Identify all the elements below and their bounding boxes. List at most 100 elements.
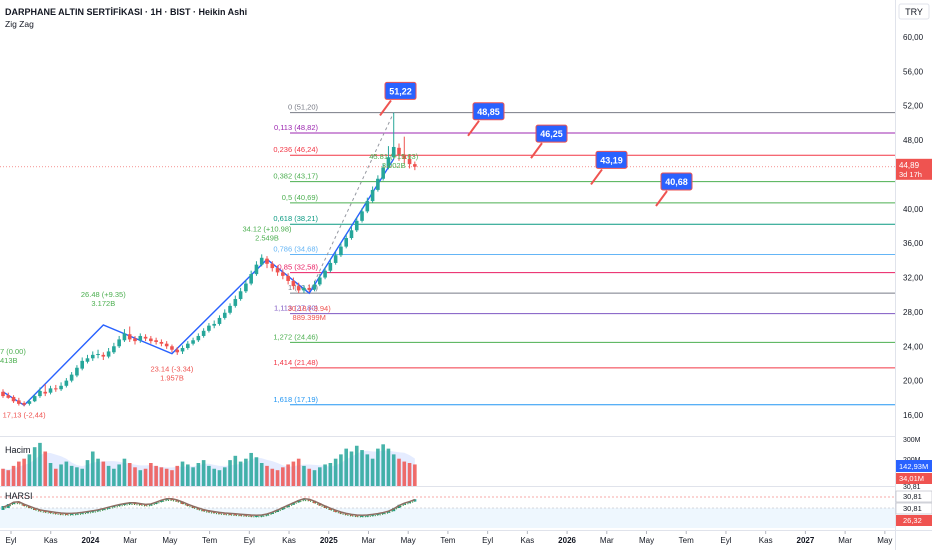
candle-body[interactable] [154, 340, 158, 342]
volume-bar[interactable] [344, 448, 348, 486]
volume-bar[interactable] [249, 452, 253, 486]
volume-bar[interactable] [302, 465, 306, 486]
volume-bar[interactable] [386, 448, 391, 486]
volume-last-badge[interactable] [896, 460, 932, 472]
volume-bar[interactable] [365, 454, 370, 486]
candle-body[interactable] [22, 402, 26, 405]
volume-bar[interactable] [370, 458, 375, 486]
volume-bar[interactable] [296, 458, 301, 486]
candle-body[interactable] [217, 317, 222, 324]
volume-bar[interactable] [402, 461, 407, 486]
candle-body[interactable] [259, 257, 264, 265]
candle-body[interactable] [312, 284, 317, 290]
volume-bar[interactable] [38, 442, 42, 486]
candle-body[interactable] [376, 178, 380, 190]
candle-body[interactable] [397, 147, 401, 155]
harsi-badge-3[interactable] [896, 515, 932, 526]
candle-body[interactable] [281, 272, 285, 276]
candle-body[interactable] [196, 335, 201, 341]
harsi-badge-2[interactable] [895, 502, 932, 515]
volume-bar[interactable] [259, 463, 264, 486]
candle-body[interactable] [69, 374, 74, 381]
volume-bar[interactable] [80, 468, 84, 486]
volume-bar[interactable] [376, 448, 380, 486]
volume-bar[interactable] [228, 460, 232, 486]
volume-bar[interactable] [238, 461, 243, 486]
candle-body[interactable] [222, 312, 227, 318]
volume-bar[interactable] [291, 461, 296, 486]
candle-body[interactable] [64, 380, 69, 386]
volume-bar[interactable] [397, 458, 401, 486]
candle-body[interactable] [270, 263, 275, 269]
candle-body[interactable] [386, 157, 391, 168]
volume-bar[interactable] [159, 467, 164, 486]
volume-secondary-badge[interactable] [896, 473, 932, 484]
volume-bar[interactable] [307, 468, 312, 486]
candle-body[interactable] [228, 305, 232, 313]
volume-bar[interactable] [90, 451, 95, 487]
candle-body[interactable] [133, 338, 137, 342]
candle-body[interactable] [413, 164, 417, 167]
candle-body[interactable] [106, 351, 111, 357]
candle-body[interactable] [90, 354, 95, 359]
candle-body[interactable] [344, 238, 348, 247]
volume-bar[interactable] [186, 464, 190, 486]
callout-box[interactable] [660, 172, 693, 191]
volume-bar[interactable] [175, 465, 180, 486]
volume-bar[interactable] [96, 458, 100, 486]
volume-pane[interactable] [1, 442, 417, 487]
candle-body[interactable] [54, 388, 58, 390]
candle-body[interactable] [339, 246, 343, 256]
currency-box[interactable] [898, 3, 930, 20]
candle-body[interactable] [244, 283, 248, 292]
candle-body[interactable] [122, 333, 127, 341]
candle-body[interactable] [296, 286, 301, 291]
callout-box[interactable] [595, 150, 628, 169]
volume-bar[interactable] [265, 465, 269, 486]
callout-box[interactable] [472, 102, 505, 121]
volume-bar[interactable] [1, 468, 5, 486]
volume-bar[interactable] [154, 465, 158, 486]
volume-bar[interactable] [75, 467, 79, 486]
candle-body[interactable] [207, 325, 211, 331]
candle-body[interactable] [138, 335, 143, 341]
volume-bar[interactable] [270, 468, 275, 486]
volume-bar[interactable] [11, 465, 16, 486]
candle-body[interactable] [112, 346, 116, 353]
candle-body[interactable] [149, 338, 153, 342]
candle-body[interactable] [32, 396, 37, 402]
volume-bar[interactable] [127, 463, 132, 486]
volume-bar[interactable] [117, 464, 121, 486]
candle-body[interactable] [381, 167, 385, 179]
volume-bar[interactable] [333, 458, 338, 486]
candle-body[interactable] [328, 262, 333, 271]
candle-body[interactable] [333, 255, 338, 263]
candle-body[interactable] [1, 391, 5, 397]
volume-bar[interactable] [170, 470, 174, 486]
candle-body[interactable] [27, 401, 32, 404]
volume-bar[interactable] [281, 467, 285, 486]
volume-bar[interactable] [122, 458, 127, 486]
candle-body[interactable] [249, 274, 253, 284]
volume-bar[interactable] [354, 445, 359, 486]
volume-bar[interactable] [323, 464, 327, 486]
candle-body[interactable] [117, 339, 121, 347]
volume-bar[interactable] [349, 451, 354, 487]
candle-body[interactable] [323, 270, 327, 278]
volume-bar[interactable] [339, 454, 343, 486]
volume-bar[interactable] [217, 470, 222, 486]
volume-bar[interactable] [106, 465, 111, 486]
candle-body[interactable] [238, 291, 243, 300]
volume-bar[interactable] [222, 467, 227, 486]
candle-body[interactable] [17, 400, 21, 404]
candle-body[interactable] [365, 201, 370, 212]
volume-bar[interactable] [64, 461, 69, 486]
volume-bar[interactable] [149, 463, 153, 486]
volume-bar[interactable] [101, 461, 106, 486]
candle-body[interactable] [159, 341, 164, 344]
candle-body[interactable] [233, 299, 238, 306]
volume-bar[interactable] [48, 463, 53, 486]
candle-body[interactable] [354, 220, 359, 231]
candle-body[interactable] [391, 146, 396, 158]
volume-bar[interactable] [69, 465, 74, 486]
